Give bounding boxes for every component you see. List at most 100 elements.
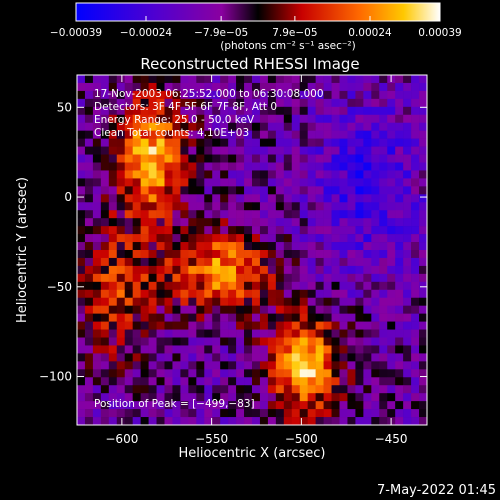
heatmap-pixel — [204, 337, 213, 346]
heatmap-pixel — [84, 401, 94, 410]
heatmap-pixel — [323, 242, 332, 251]
heatmap-pixel — [395, 106, 404, 116]
heatmap-pixel — [124, 114, 133, 124]
heatmap-pixel — [92, 401, 102, 410]
heatmap-pixel — [156, 138, 165, 147]
heatmap-pixel — [77, 75, 86, 84]
heatmap-pixel — [387, 393, 396, 402]
heatmap-pixel — [236, 385, 245, 394]
heatmap-pixel — [140, 361, 149, 370]
heatmap-pixel — [124, 138, 133, 147]
heatmap-pixel — [315, 361, 324, 370]
heatmap-pixel — [283, 289, 293, 299]
heatmap-pixel — [363, 321, 372, 330]
heatmap-pixel — [291, 90, 301, 100]
heatmap-pixel — [275, 281, 285, 291]
heatmap-pixel — [100, 146, 110, 155]
heatmap-pixel — [419, 138, 428, 147]
heatmap-pixel — [252, 178, 261, 187]
heatmap-pixel — [212, 178, 221, 187]
heatmap-pixel — [259, 114, 269, 124]
heatmap-pixel — [252, 154, 261, 163]
heatmap-pixel — [77, 114, 86, 124]
heatmap-pixel — [291, 385, 301, 394]
heatmap-pixel — [315, 337, 324, 346]
heatmap-pixel — [236, 401, 245, 410]
heatmap-pixel — [244, 345, 253, 354]
heatmap-pixel — [259, 178, 269, 187]
y-tick-label: 0 — [64, 190, 72, 204]
heatmap-pixel — [283, 186, 293, 195]
heatmap-pixel — [124, 242, 133, 251]
heatmap-pixel — [371, 257, 380, 267]
heatmap-pixel — [108, 122, 118, 131]
heatmap-pixel — [339, 377, 348, 386]
heatmap-pixel — [140, 226, 149, 235]
heatmap-pixel — [291, 289, 301, 299]
heatmap-pixel — [244, 281, 253, 291]
heatmap-pixel — [204, 385, 213, 394]
heatmap-pixel — [92, 393, 102, 402]
heatmap-pixel — [124, 361, 133, 370]
heatmap-pixel — [275, 122, 285, 131]
heatmap-pixel — [355, 385, 364, 394]
heatmap-pixel — [379, 353, 388, 362]
heatmap-pixel — [132, 345, 141, 354]
heatmap-pixel — [339, 401, 348, 410]
heatmap-pixel — [132, 138, 141, 147]
heatmap-pixel — [180, 313, 189, 322]
heatmap-pixel — [283, 202, 293, 211]
heatmap-pixel — [252, 242, 261, 251]
heatmap-pixel — [387, 250, 396, 259]
heatmap-pixel — [84, 122, 94, 131]
heatmap-pixel — [77, 170, 86, 179]
heatmap-pixel — [259, 154, 269, 163]
heatmap-pixel — [252, 162, 261, 171]
heatmap-pixel — [220, 313, 229, 322]
heatmap-pixel — [228, 194, 237, 203]
heatmap-pixel — [124, 321, 133, 330]
heatmap-pixel — [419, 98, 428, 108]
heatmap-pixel — [267, 281, 277, 291]
heatmap-pixel — [84, 297, 94, 306]
heatmap-pixel — [100, 98, 110, 108]
heatmap-pixel — [252, 377, 261, 386]
heatmap-pixel — [299, 401, 308, 410]
heatmap-pixel — [355, 401, 364, 410]
heatmap-pixel — [172, 90, 181, 100]
heatmap-pixel — [212, 353, 221, 362]
heatmap-pixel — [124, 305, 133, 314]
heatmap-pixel — [331, 377, 340, 386]
heatmap-pixel — [140, 369, 149, 378]
heatmap-pixel — [403, 345, 412, 354]
heatmap-pixel — [108, 146, 118, 155]
annotation-total-counts: Clean Total counts: 4.10E+03 — [94, 127, 249, 139]
heatmap-pixel — [403, 186, 412, 195]
heatmap-pixel — [411, 329, 420, 338]
heatmap-pixel — [212, 138, 221, 147]
heatmap-pixel — [283, 162, 293, 171]
heatmap-pixel — [363, 265, 372, 275]
heatmap-pixel — [363, 186, 372, 195]
heatmap-pixel — [379, 321, 388, 330]
heatmap-pixel — [307, 321, 316, 330]
heatmap-pixel — [379, 234, 388, 243]
heatmap-pixel — [140, 257, 149, 267]
heatmap-pixel — [196, 297, 205, 306]
heatmap-pixel — [204, 75, 213, 84]
heatmap-pixel — [148, 337, 157, 346]
heatmap-pixel — [371, 369, 380, 378]
heatmap-pixel — [124, 226, 133, 235]
heatmap-pixel — [403, 82, 412, 92]
heatmap-pixel — [307, 409, 316, 418]
heatmap-pixel — [371, 194, 380, 203]
heatmap-pixel — [92, 75, 102, 84]
heatmap-pixel — [403, 178, 412, 187]
heatmap-pixel — [220, 337, 229, 346]
heatmap-pixel — [387, 202, 396, 211]
heatmap-pixel — [259, 289, 269, 299]
heatmap-pixel — [228, 345, 237, 354]
heatmap-pixel — [188, 250, 197, 259]
heatmap-pixel — [148, 361, 157, 370]
heatmap-pixel — [212, 329, 221, 338]
